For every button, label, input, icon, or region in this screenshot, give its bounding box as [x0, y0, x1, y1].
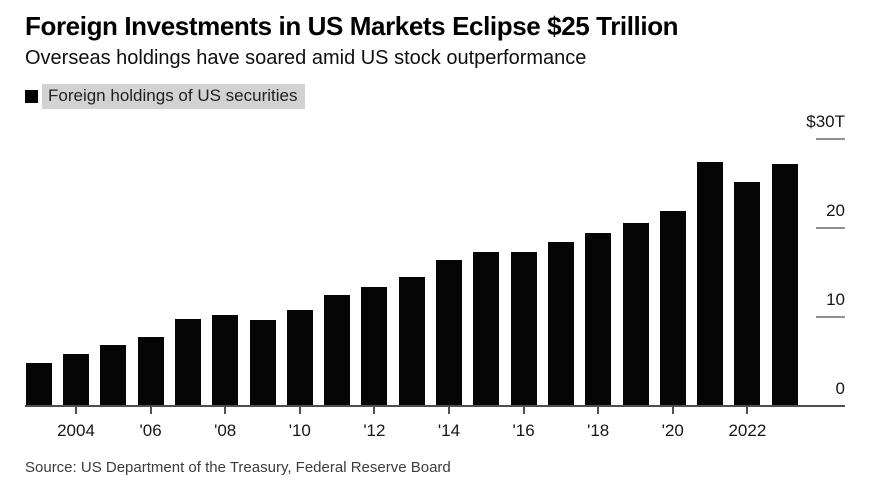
x-tick-2016: [522, 406, 525, 414]
bar-2018: [585, 232, 612, 406]
bar-2023: [771, 164, 798, 406]
y-label-30: $30T: [806, 111, 845, 131]
y-label-10: 10: [826, 289, 845, 309]
x-label-2004: 2004: [57, 421, 95, 440]
chart-subtitle: Overseas holdings have soared amid US st…: [25, 47, 587, 69]
bar-2010: [286, 310, 313, 406]
bar-2014: [436, 259, 462, 406]
x-label-2010: '10: [288, 421, 311, 440]
x-label-2012: '12: [363, 421, 386, 440]
bar-2019: [622, 223, 649, 406]
x-label-2006: '06: [139, 421, 162, 440]
bar-2006: [137, 336, 164, 406]
bar-2016: [510, 252, 537, 406]
y-tick-dash-10: [816, 315, 845, 318]
x-label-2020: '20: [661, 421, 684, 440]
x-tick-2014: [448, 406, 450, 414]
x-tick-2012: [373, 406, 376, 414]
bar-2013: [398, 277, 425, 406]
y-label-0: 0: [835, 378, 845, 398]
bar-2003: [25, 362, 52, 406]
legend: Foreign holdings of US securities: [25, 83, 306, 109]
x-tick-2020: [671, 406, 674, 414]
bar-2017: [547, 241, 574, 406]
x-tick-2004: [75, 406, 77, 414]
x-label-2022: 2022: [728, 421, 767, 440]
bar-2005: [100, 344, 127, 406]
source-note: Source: US Department of the Treasury, F…: [25, 459, 451, 476]
legend-label: Foreign holdings of US securities: [42, 83, 306, 109]
bar-2022: [734, 182, 761, 406]
bar-2004: [63, 353, 89, 406]
y-label-20: 20: [826, 200, 845, 220]
x-label-2014: '14: [437, 421, 461, 440]
x-tick-2018: [597, 406, 600, 414]
x-axis-line: [25, 404, 845, 407]
bar-2007: [174, 319, 201, 406]
x-label-2008: '08: [214, 421, 237, 440]
x-tick-2006: [149, 406, 152, 414]
bar-2009: [249, 320, 276, 406]
bar-2012: [361, 287, 388, 406]
bar-2015: [473, 252, 500, 406]
x-tick-2022: [746, 406, 749, 414]
x-label-2018: '18: [587, 421, 610, 440]
y-tick-dash-20: [816, 226, 845, 229]
bar-2011: [324, 295, 351, 406]
bar-2008: [212, 314, 239, 406]
bar-2021: [697, 161, 724, 406]
x-label-2016: '16: [512, 421, 535, 440]
bar-2020: [659, 210, 686, 406]
x-tick-2008: [224, 406, 227, 414]
legend-swatch-icon: [25, 89, 38, 103]
x-tick-2010: [298, 406, 301, 414]
chart-title: Foreign Investments in US Markets Eclips…: [25, 11, 679, 41]
y-tick-dash-30: [816, 137, 845, 140]
